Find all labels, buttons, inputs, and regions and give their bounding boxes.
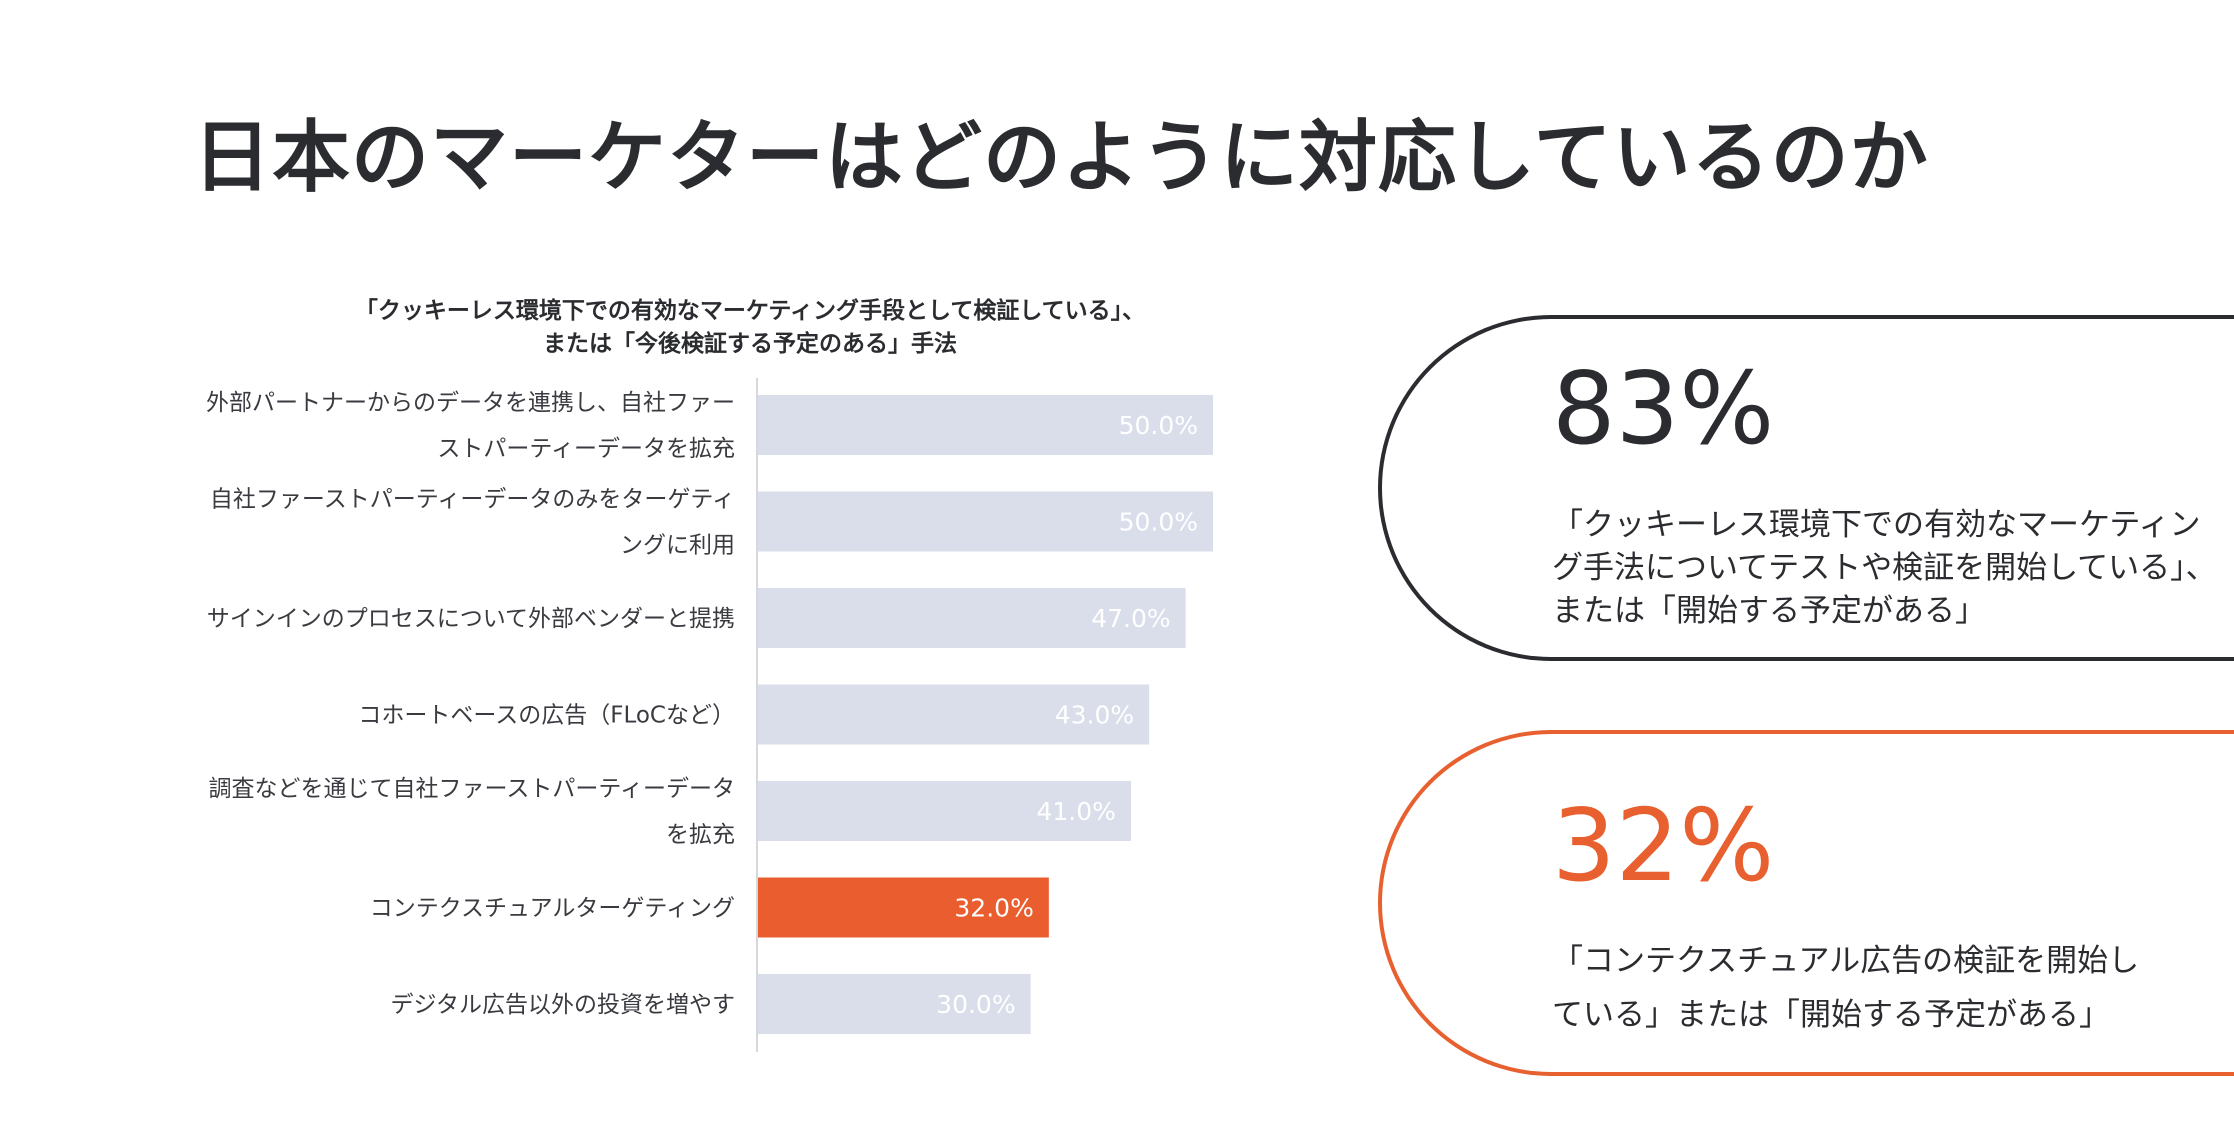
category-label: を拡充 [666, 822, 735, 848]
data-label: 43.0% [1055, 701, 1134, 730]
data-label: 50.0% [1119, 508, 1198, 537]
stat-description-line: ている」または「開始する予定がある」 [1552, 997, 2110, 1033]
data-label: 47.0% [1091, 604, 1170, 633]
bar-chart: 50.0% 外部パートナーからのデータを連携し、自社ファーストパーティーデータを拡… [206, 378, 1213, 1052]
chart-title: 「クッキーレス環境下での有効なマーケティング手段として検証している」、 または「… [300, 295, 1200, 361]
category-label: コンテクスチュアルターゲティング [370, 896, 735, 922]
category-label: ストパーティーデータを拡充 [437, 436, 735, 462]
data-label: 50.0% [1119, 411, 1198, 440]
bar [757, 877, 1049, 938]
category-label: 自社ファーストパーティーデータのみをターゲティ [210, 487, 735, 513]
chart-title-line-2: または「今後検証する予定のある」手法 [543, 331, 957, 357]
stat-description-line: 「クッキーレス環境下での有効なマーケティン [1552, 507, 2201, 543]
page-title: 日本のマーケターはどのように対応しているのか [193, 113, 1929, 203]
stat-card-32: 32% 「コンテクスチュアル広告の検証を開始し ている」または「開始する予定があ… [1378, 730, 2234, 1076]
bar [757, 588, 1186, 648]
category-label: サインインのプロセスについて外部ベンダーと提携 [207, 606, 735, 632]
category-label: 外部パートナーからのデータを連携し、自社ファー [206, 390, 735, 416]
data-label: 30.0% [936, 990, 1015, 1019]
stat-description-line: 「コンテクスチュアル広告の検証を開始し [1552, 943, 2140, 979]
data-label: 41.0% [1036, 797, 1115, 826]
stat-value: 83% [1552, 350, 1775, 467]
category-label: 調査などを通じて自社ファーストパーティーデータ [209, 776, 735, 802]
category-label: ングに利用 [620, 533, 735, 559]
stat-description-line: または「開始する予定がある」 [1552, 593, 1986, 629]
category-label: コホートベースの広告（FLoCなど） [358, 703, 735, 729]
bar [757, 491, 1213, 552]
bar [757, 974, 1031, 1034]
bar [757, 781, 1131, 841]
data-label: 32.0% [954, 894, 1033, 923]
stat-description-line: グ手法についてテストや検証を開始している」、 [1552, 550, 2217, 586]
stat-card-83: 83% 「クッキーレス環境下での有効なマーケティン グ手法についてテストや検証を… [1378, 315, 2234, 661]
stat-value: 32% [1552, 787, 1775, 904]
category-label: デジタル広告以外の投資を増やす [390, 992, 735, 1018]
stat-description: 「クッキーレス環境下での有効なマーケティン グ手法についてテストや検証を開始して… [1552, 504, 2234, 633]
bar [757, 684, 1150, 745]
bar [757, 395, 1213, 455]
chart-title-line-1: 「クッキーレス環境下での有効なマーケティング手段として検証している」、 [354, 298, 1146, 324]
stat-description: 「コンテクスチュアル広告の検証を開始し ている」または「開始する予定がある」 [1552, 934, 2234, 1042]
